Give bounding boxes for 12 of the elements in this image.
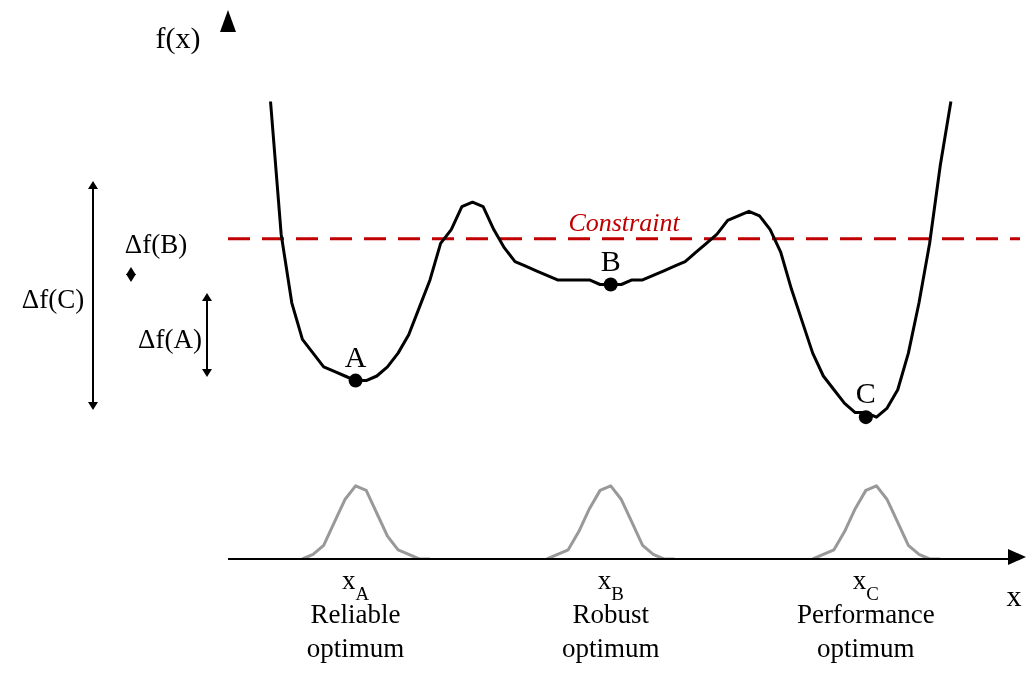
annotation: A (344, 339, 367, 373)
annotation: B (600, 243, 621, 277)
text: Δf(A) (138, 324, 202, 354)
annotation: C (855, 376, 876, 410)
ref-line-label: Constraint (568, 207, 681, 237)
x-tick-label: x$_{B}$ Robust optimum (561, 565, 660, 663)
x-tick-label: x$_{A}$ Reliable optimum (306, 565, 405, 663)
x-tick-label: x$_{C}$ Performance optimum (796, 565, 935, 663)
x-axis-title: x (1006, 579, 1022, 612)
y-axis-title: f(x) (155, 21, 201, 55)
text: Δf(C) (21, 284, 85, 314)
text: Δf(B) (124, 229, 188, 259)
